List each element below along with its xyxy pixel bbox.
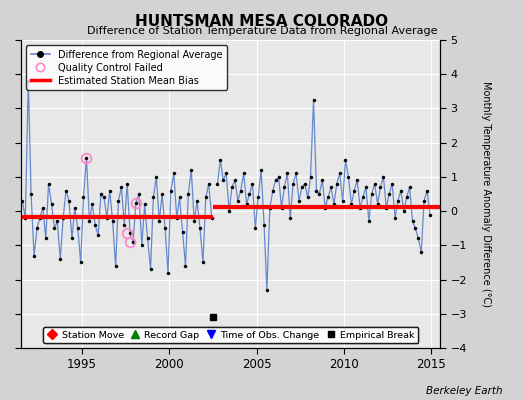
Legend: Station Move, Record Gap, Time of Obs. Change, Empirical Break: Station Move, Record Gap, Time of Obs. C… <box>42 327 419 343</box>
Y-axis label: Monthly Temperature Anomaly Difference (°C): Monthly Temperature Anomaly Difference (… <box>481 81 491 307</box>
Text: Berkeley Earth: Berkeley Earth <box>427 386 503 396</box>
Text: HUNTSMAN MESA COLORADO: HUNTSMAN MESA COLORADO <box>135 14 389 29</box>
Text: Difference of Station Temperature Data from Regional Average: Difference of Station Temperature Data f… <box>87 26 437 36</box>
